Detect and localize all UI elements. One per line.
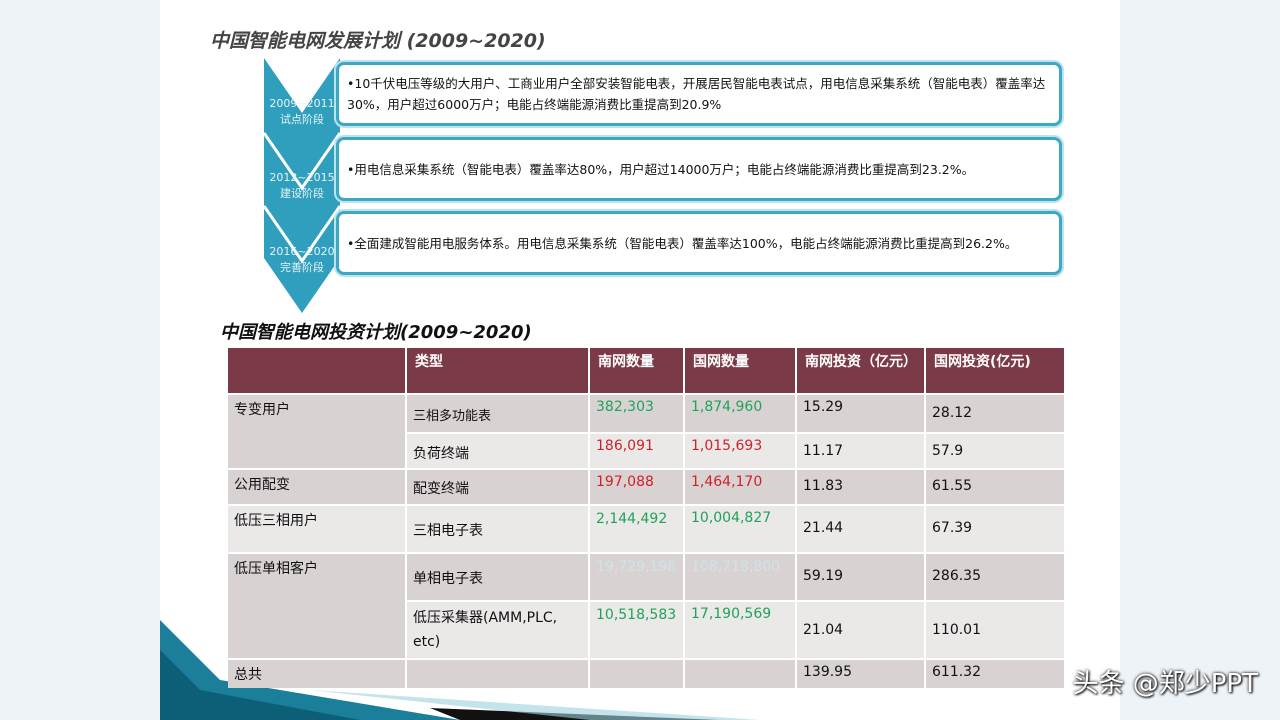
south-invest: 15.29 [803, 399, 844, 415]
header-cell: 类型 [407, 348, 588, 393]
empty-cell [407, 660, 588, 688]
group-cell: 低压单相客户 [228, 554, 405, 658]
stage-label: 2009~2011 试点阶段 [264, 96, 340, 128]
south-qty: 197,088 [596, 474, 654, 490]
type-cell: 负荷终端 [413, 446, 469, 462]
type-cell: 配变终端 [413, 481, 469, 497]
stage-text: •10千伏电压等级的大用户、工商业用户全部安装智能电表，开展居民智能电表试点，用… [347, 76, 1046, 112]
table-row: 低压单相客户 单相电子表 19,729,198 108,718,800 59.1… [228, 554, 1064, 658]
empty-cell [590, 660, 683, 688]
decorative-swoosh [160, 620, 760, 720]
table-row: 公用配变 配变终端 197,088 1,464,170 11.83 61.55 [228, 470, 1064, 504]
table-row: 专变用户 三相多功能表 382,303 1,874,960 15.29 28.1… [228, 395, 1064, 468]
state-qty: 108,718,800 [691, 559, 781, 575]
type-cell: 单相电子表 [413, 571, 483, 587]
stage-text: •全面建成智能用电服务体系。用电信息采集系统（智能电表）覆盖率达100%，电能占… [347, 235, 1018, 251]
state-qty: 10,004,827 [691, 510, 772, 526]
slide: 中国智能电网发展计划 (2009~2020) 2009~2011 试点阶段 201… [160, 0, 1120, 720]
state-qty: 1,464,170 [691, 474, 763, 490]
stage-text: •用电信息采集系统（智能电表）覆盖率达80%，用户超过14000万户；电能占终端… [347, 161, 975, 177]
south-qty: 382,303 [596, 399, 654, 415]
stage-box: •全面建成智能用电服务体系。用电信息采集系统（智能电表）覆盖率达100%，电能占… [336, 211, 1062, 275]
group-cell: 总共 [234, 667, 262, 683]
dev-plan-title: 中国智能电网发展计划 (2009~2020) [210, 30, 546, 52]
state-qty: 1,015,693 [691, 438, 763, 454]
stage-name: 完善阶段 [280, 261, 324, 274]
header-cell: 国网数量 [685, 348, 795, 393]
south-invest-total: 139.95 [803, 664, 852, 680]
state-invest: 110.01 [932, 622, 981, 638]
header-cell: 国网投资(亿元) [926, 348, 1064, 393]
group-cell: 公用配变 [234, 477, 290, 493]
state-invest: 67.39 [932, 520, 973, 536]
state-invest-total: 611.32 [932, 664, 981, 680]
stage-name: 建设阶段 [280, 187, 324, 200]
state-invest: 286.35 [932, 568, 981, 584]
type-cell: 低压采集器(AMM,PLC, etc) [413, 610, 558, 650]
stage-box: •用电信息采集系统（智能电表）覆盖率达80%，用户超过14000万户；电能占终端… [336, 137, 1062, 201]
stage-chevron-arrow [264, 58, 342, 313]
type-cell: 三相多功能表 [413, 409, 492, 424]
stage-years: 2009~2011 [269, 97, 335, 110]
stage-years: 2012~2015 [269, 171, 335, 184]
stage-label: 2012~2015 建设阶段 [264, 170, 340, 202]
south-invest: 21.04 [803, 622, 844, 638]
state-invest: 61.55 [932, 478, 973, 494]
south-qty: 186,091 [596, 438, 654, 454]
stage-years: 2016~2020 [269, 245, 335, 258]
header-cell: 南网数量 [590, 348, 683, 393]
empty-cell [685, 660, 795, 688]
group-cell: 专变用户 [228, 395, 405, 468]
stage-box: •10千伏电压等级的大用户、工商业用户全部安装智能电表，开展居民智能电表试点，用… [336, 62, 1062, 126]
stage-name: 试点阶段 [280, 113, 324, 126]
investment-table: 类型 南网数量 国网数量 南网投资（亿元） 国网投资(亿元) 专变用户 三相多功… [226, 346, 1066, 690]
invest-plan-title: 中国智能电网投资计划(2009~2020) [220, 322, 532, 343]
south-invest: 11.17 [803, 443, 844, 459]
table-row: 低压三相用户 三相电子表 2,144,492 10,004,827 21.44 … [228, 506, 1064, 552]
header-cell: 南网投资（亿元） [797, 348, 924, 393]
south-qty: 19,729,198 [596, 559, 677, 575]
south-qty: 2,144,492 [596, 511, 668, 527]
state-invest: 57.9 [932, 443, 964, 459]
group-cell: 低压三相用户 [234, 513, 318, 529]
south-invest: 59.19 [803, 568, 844, 584]
state-qty: 1,874,960 [691, 399, 763, 415]
table-row-total: 总共 139.95 611.32 [228, 660, 1064, 688]
south-invest: 11.83 [803, 478, 844, 494]
table-header: 类型 南网数量 国网数量 南网投资（亿元） 国网投资(亿元) [228, 348, 1064, 393]
stage-label: 2016~2020 完善阶段 [264, 244, 340, 276]
header-cell [228, 348, 405, 393]
south-invest: 21.44 [803, 520, 844, 536]
state-invest: 28.12 [932, 405, 973, 421]
south-qty: 10,518,583 [596, 607, 677, 623]
state-qty: 17,190,569 [691, 606, 772, 622]
watermark: 头条 @郑少PPT [1072, 669, 1258, 699]
type-cell: 三相电子表 [413, 523, 483, 539]
